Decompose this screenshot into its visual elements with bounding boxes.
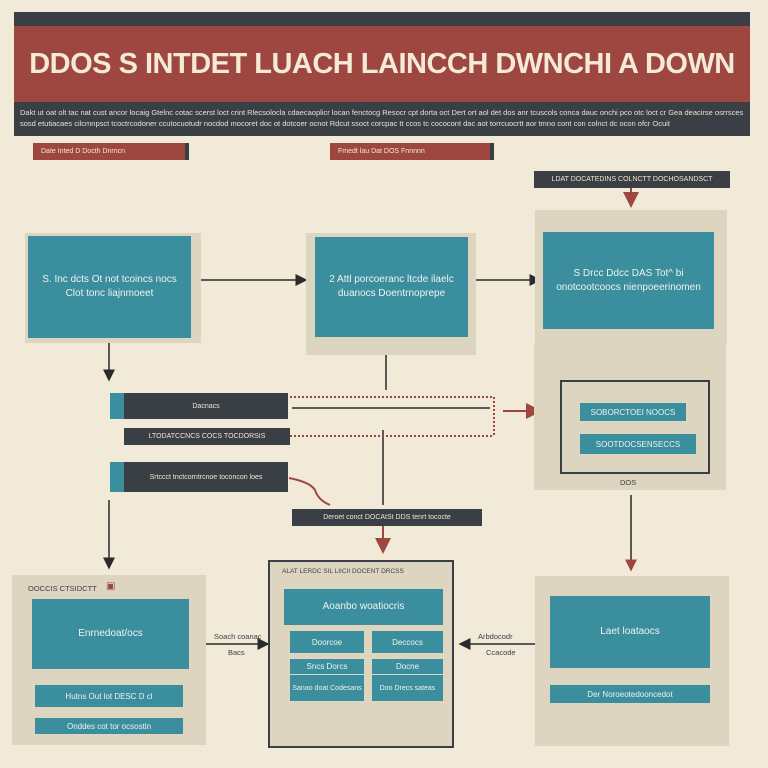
cell-0-text: Doorcoe [311, 637, 343, 647]
right-mid-button-1-label: SOBORCTOEI NOOCS [590, 407, 676, 417]
bottom-center-cell-4[interactable]: Sanao doat Codesans [290, 675, 364, 701]
bottom-center-cell-2[interactable]: Sncs Dorcs [290, 659, 364, 674]
side-label-right-top: Arbdocodr [478, 632, 513, 641]
bottom-center-label: ALAT LERDC SIL LIICII DOCENT DRCSS [282, 568, 404, 575]
bottom-right-box-text: Laet loataocs [600, 626, 660, 637]
box-1-text: S. Inc dcts Ot not tcoincs nocs Clot ton… [42, 274, 177, 299]
cell-3-text: Docne [395, 662, 420, 671]
connector-label-text: Deroet conct DOCAtSt DDS tenrt tococte [323, 514, 451, 521]
tag-right: LDAT DOCATEDINS COLNCTT DOCHOSANDSCT [534, 171, 730, 188]
page-title: DDOS S INTDET LUACH LAINCCH DWNCHI A DOW… [29, 47, 735, 80]
tag-left: Date Inted D Docth Dnrncn [33, 143, 189, 160]
bottom-left-box-text: Enrnedoat/ocs [78, 628, 143, 639]
tag-center: Fmedt lau Dat DOS Fnnnnn [330, 143, 494, 160]
cell-2-text: Sncs Dorcs [306, 662, 348, 671]
square-icon: ▣ [106, 581, 116, 592]
cell-1-text: Deccocs [392, 637, 423, 647]
bar-2-text: Srtccct tnctcorntrcnoe toconcon loes [149, 473, 263, 481]
box-2: 2 Attl porcoeranc ltcde ilaelc duanocs D… [315, 237, 468, 337]
subtitle-text: Dakt ut oat olt tac nat cust ancor locai… [20, 108, 744, 128]
bottom-left-bar-2: Onddes cot tor ocsostin [35, 718, 183, 734]
tag-left-text: Date Inted D Docth Dnrncn [41, 148, 126, 155]
right-mid-frame [560, 380, 710, 474]
connector-label: Deroet conct DOCAtSt DDS tenrt tococte [292, 509, 482, 526]
box-3: S Drcc Ddcc DAS Tot^ bi onotcootcoocs ni… [543, 232, 714, 329]
bottom-center-cell-1[interactable]: Deccocs [372, 631, 443, 653]
box-2-text: 2 Attl porcoeranc ltcde ilaelc duanocs D… [329, 274, 454, 299]
bottom-center-cell-5[interactable]: Doo Drecs sateas [372, 675, 443, 701]
right-mid-button-1[interactable]: SOBORCTOEI NOOCS [580, 403, 686, 421]
red-squiggle-1 [288, 477, 331, 506]
tag-right-text: LDAT DOCATEDINS COLNCTT DOCHOSANDSCT [551, 176, 713, 183]
tag-center-text: Fmedt lau Dat DOS Fnnnnn [338, 148, 425, 155]
bar-1-sub-text: LTODATCCNCS COCS TOCDORSIS [148, 433, 266, 440]
bottom-center-cell-0[interactable]: Doorcoe [290, 631, 364, 653]
top-bar [14, 12, 750, 26]
bar-1-sub: LTODATCCNCS COCS TOCDORSIS [124, 428, 290, 445]
bottom-left-bar-2-text: Onddes cot tor ocsostin [66, 721, 152, 731]
bottom-right-bar-text: Der Noroeotedooncedot [587, 689, 673, 699]
bar-1-text: Dacnacs [192, 402, 220, 410]
bottom-left-bar-1: Hutns Out lot DESC D cl [35, 685, 183, 707]
right-mid-button-2[interactable]: SOOTDOCSENSECCS [580, 434, 696, 454]
bottom-left-bar-1-text: Hutns Out lot DESC D cl [65, 691, 153, 701]
bottom-right-bar: Der Noroeotedooncedot [550, 685, 710, 703]
cell-4-text: Sanao doat Codesans [292, 684, 362, 692]
bottom-center-box: Aoanbo woatiocris [284, 589, 443, 625]
bar-2: Srtccct tnctcorntrcnoe toconcon loes [110, 462, 288, 492]
bottom-left-label: OOCCIS CTSIDCTT [28, 584, 97, 593]
box-3-text: S Drcc Ddcc DAS Tot^ bi onotcootcoocs ni… [556, 267, 701, 293]
title-band: DDOS S INTDET LUACH LAINCCH DWNCHI A DOW… [14, 26, 750, 102]
bar-1: Dacnacs [110, 393, 288, 419]
bottom-left-box: Enrnedoat/ocs [32, 599, 189, 669]
bottom-center-box-text: Aoanbo woatiocris [322, 601, 405, 612]
box-1: S. Inc dcts Ot not tcoincs nocs Clot ton… [28, 236, 191, 338]
side-label-left-top: Soach coanac [214, 632, 262, 641]
cell-5-text: Doo Drecs sateas [379, 684, 436, 692]
subtitle-band: Dakt ut oat olt tac nat cust ancor locai… [14, 102, 750, 136]
bottom-right-box: Laet loataocs [550, 596, 710, 668]
side-label-right-bottom: Ccacode [486, 648, 516, 657]
right-mid-caption: DOS [620, 478, 637, 487]
side-label-left-bottom: Bacs [228, 648, 245, 657]
bottom-center-cell-3[interactable]: Docne [372, 659, 443, 674]
right-mid-button-2-label: SOOTDOCSENSECCS [595, 439, 681, 449]
